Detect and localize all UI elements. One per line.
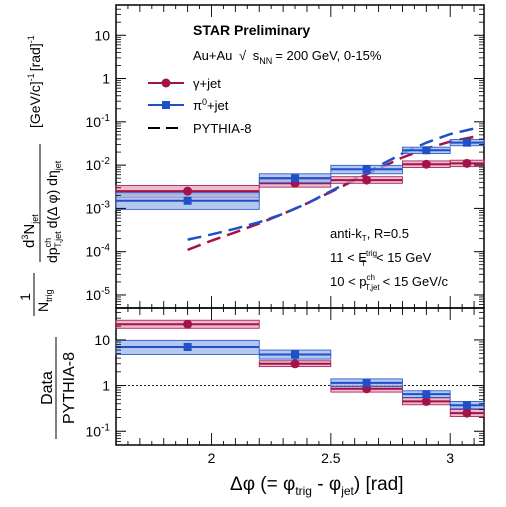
- bottom-plot: [115, 319, 485, 418]
- pi0-point: [462, 138, 471, 147]
- legend: γ+jet π0+jet PYTHIA-8: [148, 76, 252, 136]
- svg-text:1: 1: [17, 293, 33, 301]
- svg-text:Data: Data: [39, 371, 56, 405]
- bottom-y-axis-label: Data PYTHIA-8: [39, 337, 78, 439]
- annotation-algorithm: anti-kT, R=0.5: [330, 226, 409, 243]
- bottom-y-tick-label: 10: [94, 332, 110, 348]
- x-ticks: 2 2.5 3: [127, 5, 475, 466]
- pi0-ratio-point: [183, 342, 192, 351]
- x-tick-label: 2.5: [321, 450, 341, 466]
- legend-pi0-marker: [162, 101, 170, 109]
- gamma-ratio-point: [462, 408, 472, 418]
- x-tick-label: 3: [446, 450, 454, 466]
- x-tick-label: 2: [208, 450, 216, 466]
- annotation-pt-cut: 10 < pch T,jet < 15 GeV/c: [330, 273, 449, 292]
- pi0-point: [362, 165, 371, 174]
- pi0-ratio-point: [422, 390, 431, 399]
- chart-title: STAR Preliminary: [193, 22, 310, 38]
- top-y-tick-label: 10-3: [86, 199, 111, 216]
- gamma-ratio-point: [290, 359, 300, 369]
- gamma-point: [462, 158, 472, 168]
- pythia-curve-pi0: [187, 127, 475, 241]
- top-y-tick-label: 10-2: [86, 156, 111, 173]
- chart-subtitle: Au+Au √ sNN = 200 GeV, 0-15%: [193, 48, 382, 66]
- gamma-point: [362, 175, 372, 185]
- svg-text:PYTHIA-8: PYTHIA-8: [61, 352, 78, 424]
- bottom-y-ticks: 10-1 1 10: [86, 307, 484, 446]
- top-plot: [115, 127, 485, 252]
- svg-text:dpchT,jetd(Δ φ) dηjet: dpchT,jetd(Δ φ) dηjet: [43, 160, 63, 263]
- gamma-ratio-point: [421, 396, 431, 406]
- top-y-tick-label: 10-5: [86, 286, 111, 303]
- legend-gamma-marker: [161, 78, 171, 88]
- legend-pi0-label: π0+jet: [193, 97, 229, 113]
- gamma-point: [183, 186, 193, 196]
- bottom-panel-frame: [115, 307, 485, 446]
- top-y-tick-label: 10-1: [86, 113, 111, 130]
- x-axis-label: Δφ (= φtrig - φjet) [rad]: [230, 474, 404, 498]
- top-y-axis-label: 1 Ntrig d3Njet dpchT,jetd(Δ φ) dηjet [Ge…: [17, 35, 63, 316]
- svg-text:Ntrig: Ntrig: [35, 289, 54, 312]
- top-y-tick-label: 10-4: [86, 243, 111, 260]
- pi0-ratio-point: [291, 350, 300, 359]
- top-y-tick-label: 10: [94, 27, 110, 43]
- top-y-tick-label: 1: [102, 71, 110, 87]
- bottom-y-tick-label: 1: [102, 378, 110, 394]
- top-y-ticks: 10-5 10-4 10-3 10-2 1 10-1 10: [86, 4, 484, 305]
- cut-annotations: anti-kT, R=0.5 11 < Etrig T < 15 GeV 10 < …: [330, 226, 449, 292]
- pi0-ratio-point: [462, 401, 471, 410]
- legend-pythia-label: PYTHIA-8: [193, 121, 252, 136]
- pi0-ratio-point: [362, 378, 371, 387]
- pi0-point: [422, 146, 431, 155]
- svg-text:d3Njet: d3Njet: [20, 214, 40, 248]
- gamma-ratio-point: [183, 319, 193, 329]
- svg-text:[GeV/c]-1[rad]-1: [GeV/c]-1[rad]-1: [26, 35, 43, 128]
- bottom-y-tick-label: 10-1: [86, 422, 111, 439]
- pi0-point: [291, 174, 300, 183]
- legend-gamma-label: γ+jet: [193, 76, 221, 91]
- pi0-point: [183, 196, 192, 205]
- gamma-point: [421, 159, 431, 169]
- annotation-et-cut: 11 < Etrig T < 15 GeV: [330, 249, 432, 268]
